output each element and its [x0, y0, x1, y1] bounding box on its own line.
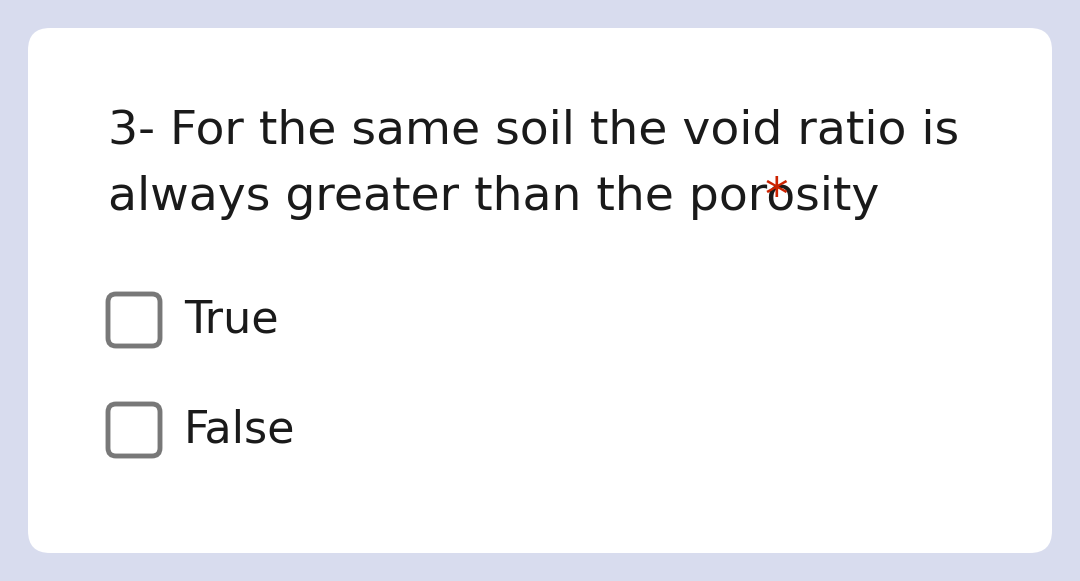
FancyBboxPatch shape	[108, 404, 160, 456]
Text: False: False	[184, 408, 296, 451]
Text: True: True	[184, 299, 279, 342]
FancyBboxPatch shape	[108, 294, 160, 346]
Text: always greater than the porosity: always greater than the porosity	[108, 175, 894, 220]
FancyBboxPatch shape	[28, 28, 1052, 553]
Text: 3- For the same soil the void ratio is: 3- For the same soil the void ratio is	[108, 108, 959, 153]
Text: *: *	[765, 175, 788, 220]
